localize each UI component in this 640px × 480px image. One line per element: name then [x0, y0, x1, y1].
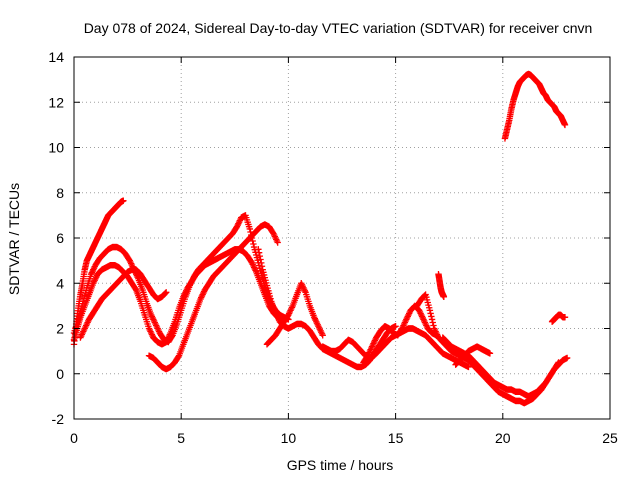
x-tick-label: 0	[70, 430, 78, 446]
data-point	[255, 249, 263, 256]
data-series	[70, 70, 571, 407]
data-point	[426, 307, 434, 314]
data-point	[430, 322, 437, 329]
chart-title: Day 078 of 2024, Sidereal Day-to-day VTE…	[84, 20, 593, 36]
satellite-track-13	[452, 343, 494, 368]
data-point	[250, 240, 257, 248]
data-point	[168, 333, 176, 340]
data-point	[255, 246, 262, 253]
data-point	[274, 239, 281, 246]
satellite-track-9	[360, 302, 440, 366]
data-point	[429, 319, 436, 326]
satellite-track-5	[145, 221, 281, 373]
data-point	[392, 323, 399, 330]
data-point	[427, 310, 434, 317]
data-point	[561, 313, 569, 321]
data-point	[162, 289, 170, 296]
y-tick-label: -2	[52, 411, 65, 427]
data-point	[428, 316, 436, 323]
data-point	[319, 332, 326, 339]
satellite-track-15	[548, 311, 569, 325]
data-point	[440, 293, 448, 301]
gridlines	[74, 57, 610, 419]
x-tick-label: 5	[177, 430, 185, 446]
y-axis-title: SDTVAR / TECUs	[6, 183, 22, 295]
y-tick-label: 4	[56, 275, 64, 291]
data-point	[175, 353, 182, 360]
data-point	[246, 225, 254, 233]
y-tick-label: 2	[56, 321, 64, 337]
data-point	[486, 350, 494, 357]
y-tick-label: 12	[48, 94, 64, 110]
data-point	[563, 354, 571, 362]
y-tick-label: 10	[48, 140, 64, 156]
data-point	[258, 263, 266, 270]
data-point	[256, 252, 264, 260]
data-point	[465, 363, 472, 371]
y-tick-label: 8	[56, 185, 64, 201]
x-axis-title: GPS time / hours	[287, 457, 394, 473]
satellite-track-7	[263, 280, 326, 348]
y-tick-label: 6	[56, 230, 64, 246]
x-tick-label: 15	[388, 430, 404, 446]
data-point	[258, 259, 265, 267]
axis-ticks: 0 5 10 15 20 25 -2 0 2 4 6 8 10 12 14	[48, 49, 618, 446]
y-tick-label: 0	[56, 366, 64, 382]
satellite-track-4	[77, 266, 170, 341]
data-point	[120, 197, 127, 204]
data-point	[561, 121, 569, 129]
data-point	[257, 256, 264, 263]
data-point	[249, 237, 256, 245]
x-tick-label: 20	[495, 430, 511, 446]
satellite-track-14	[501, 70, 569, 142]
satellite-track-11	[435, 271, 448, 301]
satellite-track-12	[439, 334, 571, 400]
y-tick-label: 14	[48, 49, 64, 65]
data-point	[162, 289, 169, 297]
x-tick-label: 10	[281, 430, 297, 446]
data-point	[428, 313, 435, 320]
data-point	[132, 285, 139, 293]
x-tick-label: 25	[602, 430, 618, 446]
